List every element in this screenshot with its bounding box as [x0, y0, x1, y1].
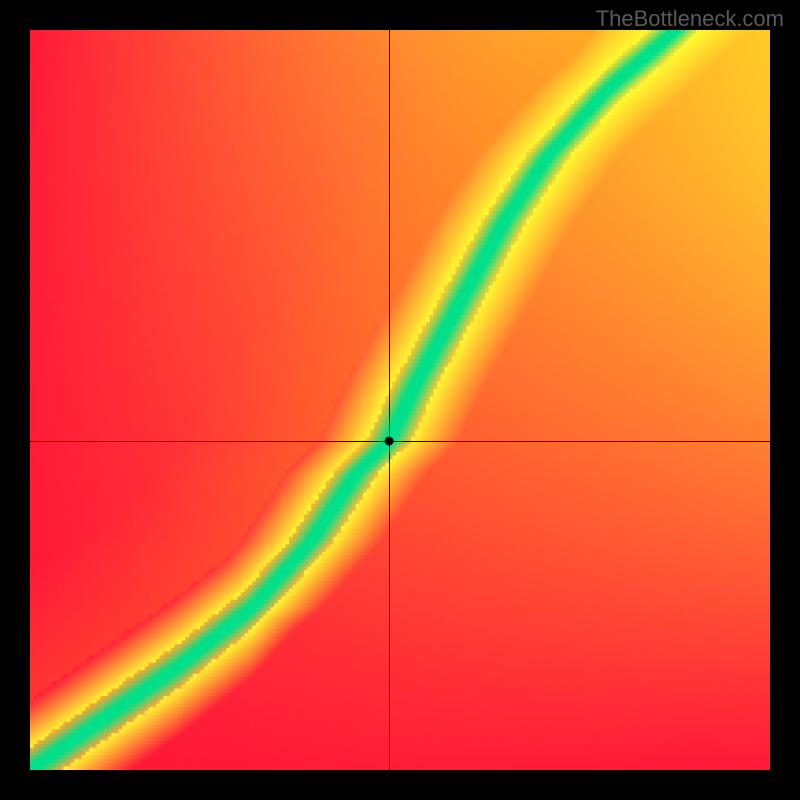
chart-container: TheBottleneck.com	[0, 0, 800, 800]
bottleneck-heatmap	[30, 30, 770, 770]
crosshair-vertical	[389, 30, 390, 770]
watermark-text: TheBottleneck.com	[596, 6, 784, 32]
selection-marker	[384, 436, 393, 445]
crosshair-horizontal	[30, 441, 770, 442]
